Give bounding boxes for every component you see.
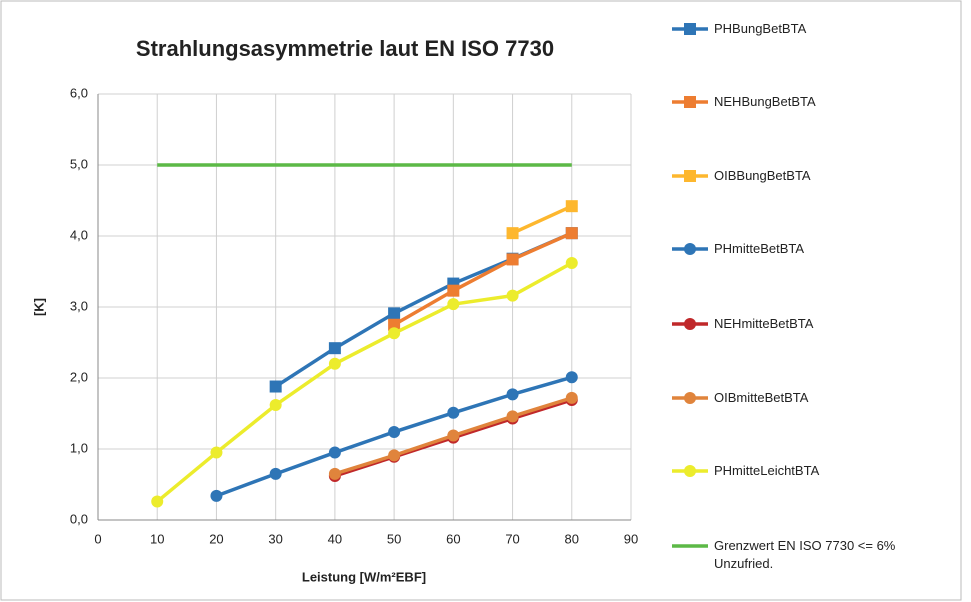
legend-swatch — [672, 544, 708, 548]
x-tick-label: 0 — [94, 531, 101, 546]
series-line — [156, 261, 573, 503]
marker — [328, 446, 341, 459]
marker — [684, 23, 696, 35]
marker — [447, 284, 460, 297]
legend-label: PHBungBetBTA — [714, 21, 807, 36]
y-tick-label: 2,0 — [70, 369, 88, 384]
marker — [269, 467, 282, 480]
marker — [506, 289, 519, 302]
x-tick-label: 10 — [150, 531, 164, 546]
x-tick-label: 50 — [387, 531, 401, 546]
y-tick-label: 4,0 — [70, 227, 88, 242]
marker — [151, 495, 164, 508]
y-tick-label: 1,0 — [70, 440, 88, 455]
legend-item: PHmitteLeichtBTA — [668, 461, 968, 481]
legend-item: PHmitteBetBTA — [668, 239, 968, 259]
marker — [388, 449, 401, 462]
x-tick-label: 90 — [624, 531, 638, 546]
marker — [684, 318, 696, 330]
legend-item: PHBungBetBTA — [668, 19, 968, 39]
marker — [565, 227, 578, 240]
legend-label: PHmitteBetBTA — [714, 241, 805, 256]
series-line — [393, 231, 573, 327]
marker — [388, 318, 401, 331]
legend-swatch — [672, 23, 708, 35]
marker — [210, 489, 223, 502]
legend-swatch — [672, 465, 708, 477]
legend-label: NEHBungBetBTA — [714, 94, 816, 109]
marker — [684, 96, 696, 108]
legend-label: NEHmitteBetBTA — [714, 316, 814, 331]
x-tick-label: 60 — [446, 531, 460, 546]
legend-swatch — [672, 96, 708, 108]
marker — [565, 256, 578, 269]
marker — [506, 388, 519, 401]
marker — [684, 392, 696, 404]
legend-swatch — [672, 243, 708, 255]
marker — [506, 410, 519, 423]
x-tick-label: 80 — [565, 531, 579, 546]
x-axis-label: Leistung [W/m²EBF] — [302, 569, 426, 584]
legend-label: PHmitteLeichtBTA — [714, 463, 820, 478]
legend-swatch — [672, 318, 708, 330]
legend-label: OIBBungBetBTA — [714, 168, 811, 183]
x-tick-label: 40 — [328, 531, 342, 546]
legend-label: Grenzwert EN ISO 7730 <= 6% Unzufried. — [714, 538, 896, 571]
legend-item: Grenzwert EN ISO 7730 <= 6% Unzufried. — [668, 536, 968, 573]
marker — [684, 465, 696, 477]
marker — [506, 227, 519, 240]
marker — [269, 398, 282, 411]
marker — [506, 253, 519, 266]
y-axis-label: [K] — [31, 298, 46, 316]
legend-swatch — [672, 170, 708, 182]
y-tick-label: 6,0 — [70, 85, 88, 100]
x-tick-label: 30 — [268, 531, 282, 546]
legend-item: OIBBungBetBTA — [668, 166, 968, 186]
marker — [684, 170, 696, 182]
legend-item: NEHBungBetBTA — [668, 92, 968, 112]
marker — [565, 391, 578, 404]
marker — [447, 406, 460, 419]
marker — [269, 380, 282, 393]
y-tick-label: 0,0 — [70, 511, 88, 526]
marker — [328, 342, 341, 355]
marker — [328, 357, 341, 370]
marker — [328, 467, 341, 480]
marker — [447, 429, 460, 442]
series-line — [511, 204, 573, 235]
y-tick-label: 5,0 — [70, 156, 88, 171]
chart-title: Strahlungsasymmetrie laut EN ISO 7730 — [136, 36, 554, 61]
y-tick-label: 3,0 — [70, 298, 88, 313]
marker — [565, 200, 578, 213]
marker — [388, 425, 401, 438]
legend-item: NEHmitteBetBTA — [668, 314, 968, 334]
marker — [447, 298, 460, 311]
x-tick-label: 20 — [209, 531, 223, 546]
legend-item: OIBmitteBetBTA — [668, 388, 968, 408]
legend-swatch — [672, 392, 708, 404]
x-tick-label: 70 — [505, 531, 519, 546]
marker — [388, 307, 401, 320]
marker — [210, 446, 223, 459]
marker — [388, 327, 401, 340]
marker — [565, 371, 578, 384]
legend-label: OIBmitteBetBTA — [714, 390, 809, 405]
marker — [684, 243, 696, 255]
